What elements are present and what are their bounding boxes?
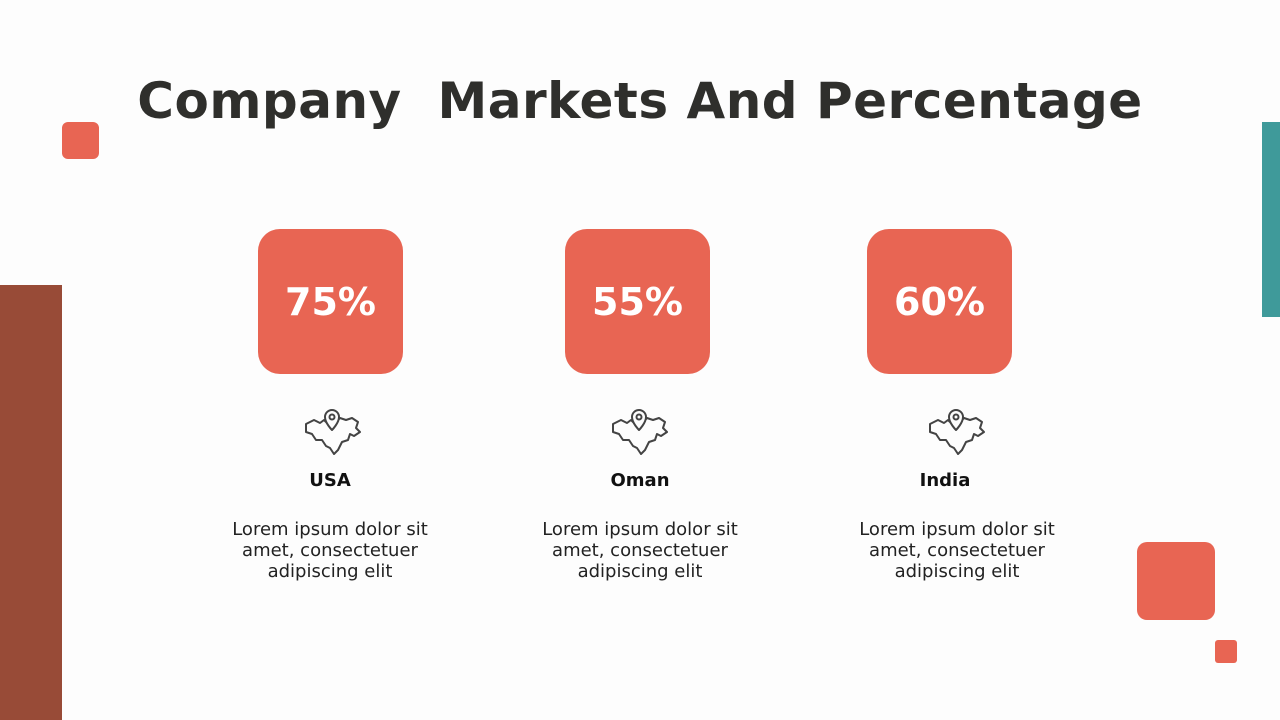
brown-bar (0, 285, 62, 720)
description-line: adipiscing elit (577, 561, 703, 582)
map-icon (924, 406, 988, 458)
description-line: adipiscing elit (267, 561, 393, 582)
percent-card: 75% (258, 229, 403, 374)
market-name: India (919, 470, 971, 491)
description-line: amet, consectetuer (242, 540, 418, 561)
description-line: Lorem ipsum dolor sit (859, 519, 1055, 540)
description-line: Lorem ipsum dolor sit (542, 519, 738, 540)
market-description: Lorem ipsum dolor sit amet, consectetuer a… (807, 519, 1107, 582)
description-line: Lorem ipsum dolor sit (232, 519, 428, 540)
market-description: Lorem ipsum dolor sit amet, consectetuer a… (180, 519, 480, 582)
deco-square (1215, 640, 1237, 663)
market-description: Lorem ipsum dolor sit amet, consectetuer a… (490, 519, 790, 582)
market-name: USA (309, 470, 351, 491)
deco-square (1137, 542, 1215, 620)
deco-square (62, 122, 99, 159)
title: Company Markets And Percentage (137, 72, 1143, 130)
market-name: Oman (610, 470, 670, 491)
description-line: adipiscing elit (894, 561, 1020, 582)
teal-bar (1262, 122, 1280, 317)
percent-card: 55% (565, 229, 710, 374)
description-line: amet, consectetuer (869, 540, 1045, 561)
map-icon (607, 406, 671, 458)
description-line: amet, consectetuer (552, 540, 728, 561)
map-icon (300, 406, 364, 458)
percent-card: 60% (867, 229, 1012, 374)
